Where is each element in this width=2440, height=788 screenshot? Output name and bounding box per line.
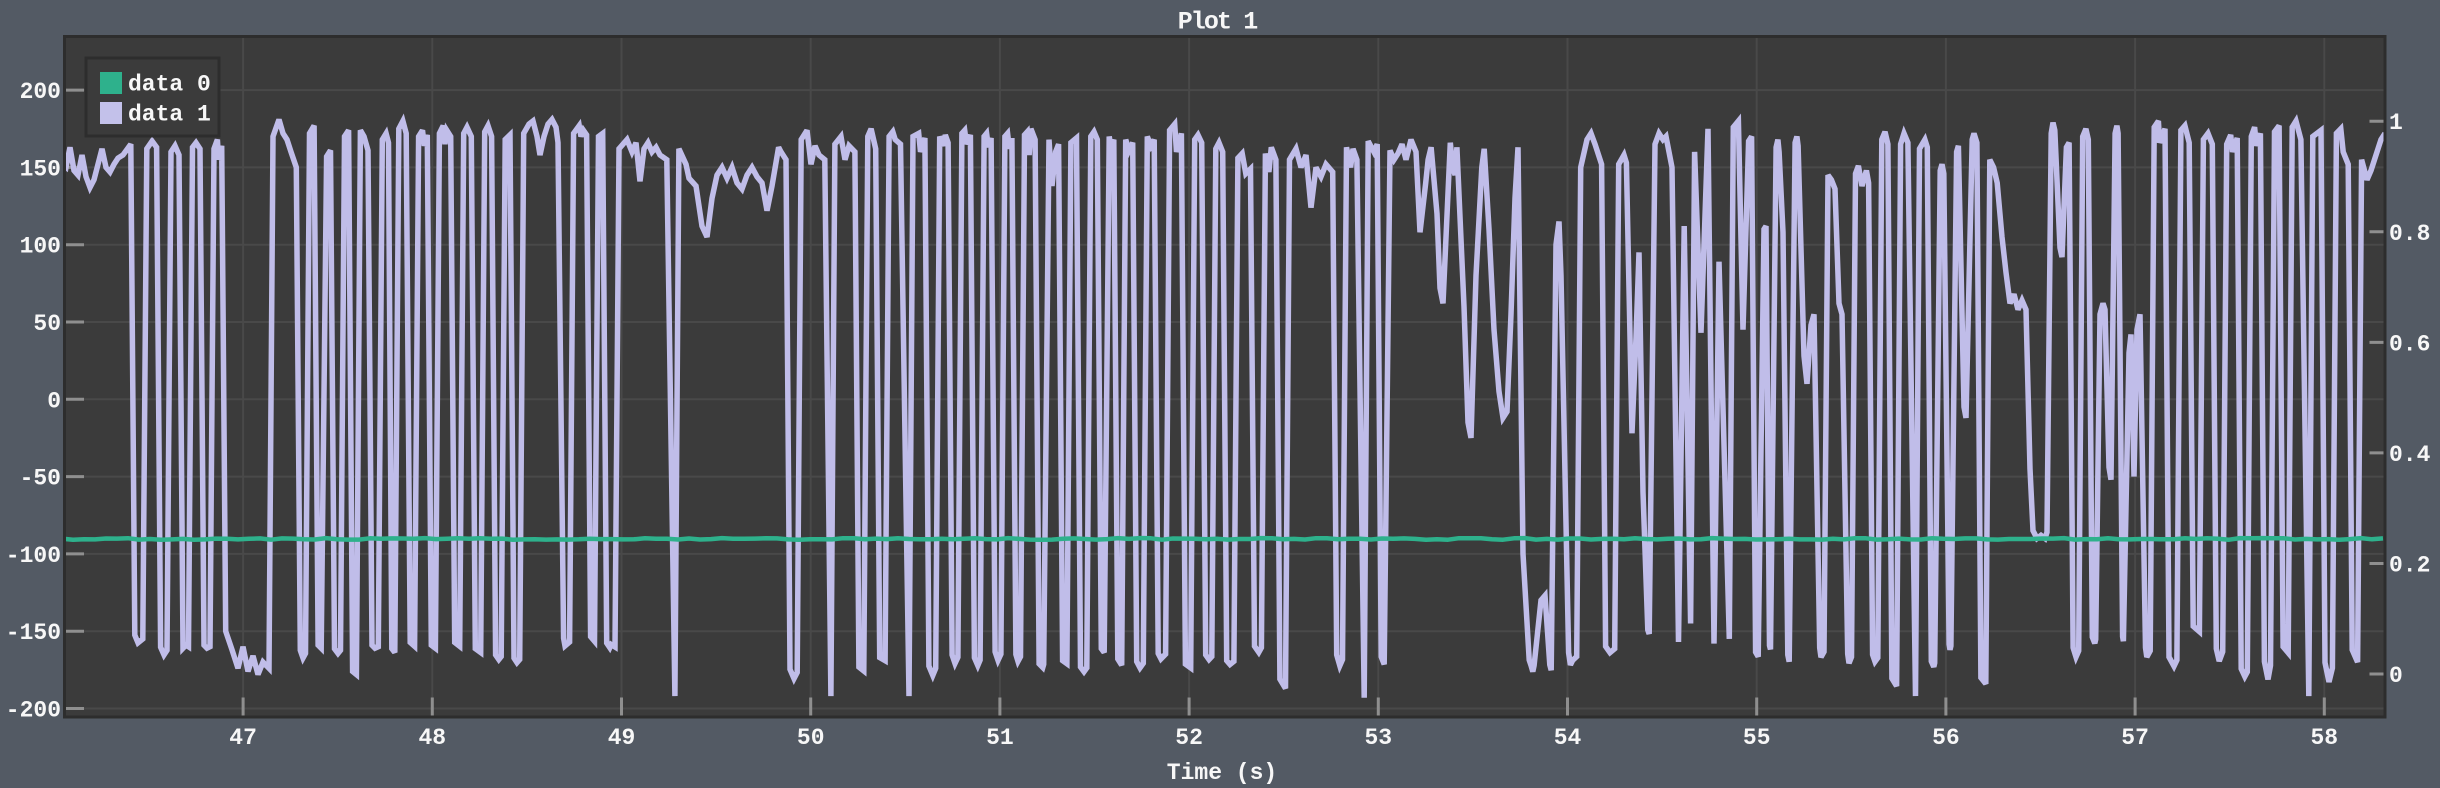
svg-text:-100: -100: [6, 543, 61, 569]
svg-text:50: 50: [797, 725, 825, 751]
svg-text:data 0: data 0: [128, 72, 211, 98]
svg-text:0.2: 0.2: [2389, 553, 2430, 579]
svg-text:150: 150: [20, 156, 61, 182]
svg-text:Plot 1: Plot 1: [1178, 8, 1258, 37]
svg-text:53: 53: [1364, 725, 1392, 751]
svg-text:0.6: 0.6: [2389, 331, 2430, 357]
svg-text:58: 58: [2310, 725, 2338, 751]
svg-text:1: 1: [2389, 110, 2403, 136]
svg-text:100: 100: [20, 234, 61, 260]
svg-text:-150: -150: [6, 620, 61, 646]
svg-text:0.4: 0.4: [2389, 442, 2431, 468]
svg-text:-200: -200: [6, 698, 61, 724]
svg-text:data 1: data 1: [128, 102, 211, 128]
svg-text:0.8: 0.8: [2389, 221, 2430, 247]
svg-text:48: 48: [418, 725, 446, 751]
svg-text:0: 0: [47, 388, 61, 414]
svg-text:200: 200: [20, 79, 61, 105]
svg-text:0: 0: [2389, 663, 2403, 689]
svg-text:56: 56: [1932, 725, 1960, 751]
svg-text:54: 54: [1554, 725, 1582, 751]
svg-text:Time (s): Time (s): [1167, 760, 1277, 786]
svg-text:49: 49: [608, 725, 636, 751]
svg-text:51: 51: [986, 725, 1014, 751]
svg-text:57: 57: [2121, 725, 2149, 751]
svg-text:55: 55: [1743, 725, 1771, 751]
svg-text:-50: -50: [20, 466, 61, 492]
svg-text:47: 47: [229, 725, 257, 751]
svg-text:52: 52: [1175, 725, 1203, 751]
svg-text:50: 50: [33, 311, 61, 337]
